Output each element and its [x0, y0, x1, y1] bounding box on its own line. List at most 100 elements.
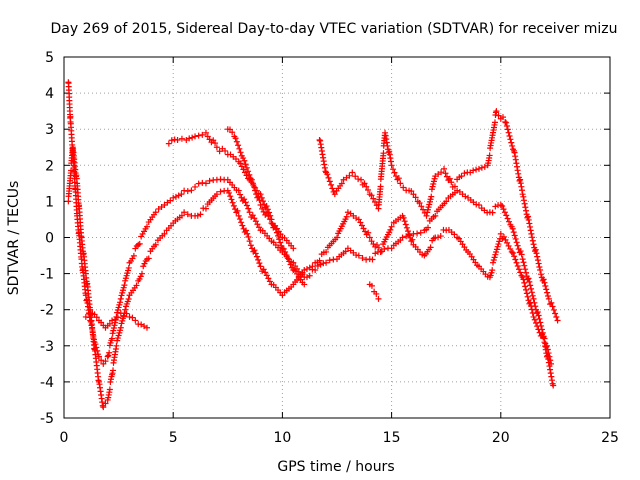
data-point: [236, 216, 243, 223]
data-point: [429, 183, 436, 190]
data-point: [309, 263, 316, 270]
data-point: [235, 212, 242, 219]
data-point: [493, 246, 500, 253]
data-point: [265, 213, 272, 220]
series-trace-7: [366, 281, 382, 302]
data-point: [227, 193, 234, 200]
data-point: [502, 236, 509, 243]
data-point: [426, 201, 433, 208]
data-point: [513, 239, 520, 246]
data-point: [102, 358, 109, 365]
data-point: [508, 139, 515, 146]
data-point: [246, 238, 253, 245]
data-point: [202, 180, 209, 187]
data-point: [373, 290, 380, 297]
data-point: [516, 266, 522, 273]
data-point: [202, 129, 209, 136]
data-point: [136, 240, 143, 247]
data-point: [430, 180, 437, 187]
data-point: [530, 241, 537, 248]
data-point: [253, 253, 260, 260]
data-point: [499, 202, 506, 209]
data-point: [246, 171, 253, 178]
data-point: [508, 248, 515, 255]
data-point: [375, 295, 382, 302]
data-point: [424, 209, 431, 216]
data-point: [143, 223, 150, 230]
data-point: [120, 313, 127, 320]
data-point: [493, 249, 500, 256]
data-point: [529, 237, 536, 244]
y-tick-label: -5: [40, 411, 54, 427]
data-point: [236, 145, 243, 152]
data-point: [251, 247, 258, 254]
data-point: [178, 135, 185, 142]
data-point: [520, 193, 527, 200]
data-point: [140, 263, 147, 270]
axis-ticks: [63, 56, 611, 419]
data-point: [522, 266, 529, 273]
data-point: [514, 163, 521, 170]
data-point: [391, 169, 398, 176]
data-point: [240, 166, 247, 173]
data-point: [252, 250, 259, 257]
data-point: [165, 140, 172, 147]
data-point: [518, 183, 525, 190]
data-point: [525, 213, 532, 220]
data-point: [349, 169, 356, 176]
data-point: [161, 230, 168, 237]
data-point: [491, 254, 498, 261]
data-points: [65, 79, 561, 411]
data-point: [505, 242, 512, 249]
data-point: [377, 248, 384, 255]
data-point: [534, 308, 541, 315]
data-point: [451, 231, 458, 238]
data-point: [495, 241, 502, 248]
data-point: [121, 282, 128, 289]
data-point: [143, 324, 150, 331]
series-trace-3: [82, 309, 150, 331]
data-point: [451, 183, 458, 190]
x-axis-label: GPS time / hours: [277, 459, 394, 475]
data-point: [109, 317, 116, 324]
data-point: [526, 278, 533, 285]
data-point: [244, 230, 251, 237]
data-point: [399, 234, 406, 241]
data-point: [528, 306, 535, 313]
data-point: [540, 276, 547, 283]
data-point: [286, 258, 293, 265]
data-point: [504, 126, 511, 133]
data-point: [492, 251, 499, 258]
data-point: [523, 290, 530, 297]
x-tick-labels: 0 5 10 15 20 25: [60, 430, 619, 446]
data-point: [523, 286, 529, 293]
y-tick-labels: -5 -4 -3 -2 -1 0 1 2 3 4 5: [40, 50, 54, 427]
data-point: [229, 199, 236, 206]
data-point: [230, 202, 237, 209]
data-point: [503, 123, 510, 130]
data-point: [529, 292, 536, 299]
data-point: [242, 161, 249, 168]
data-point: [505, 218, 512, 225]
data-point: [361, 180, 368, 187]
data-point: [428, 193, 435, 200]
data-point: [263, 272, 270, 279]
data-point: [527, 299, 534, 306]
data-point: [276, 236, 283, 243]
data-point: [344, 209, 351, 216]
data-point: [109, 335, 116, 342]
data-point: [186, 135, 193, 142]
data-point: [542, 283, 549, 290]
data-point: [410, 191, 417, 198]
data-point: [408, 188, 415, 195]
data-point: [435, 234, 442, 241]
data-point: [517, 176, 524, 183]
data-point: [241, 169, 248, 176]
data-point: [252, 187, 259, 194]
data-point: [529, 309, 536, 316]
data-point: [387, 226, 394, 233]
data-point: [528, 289, 535, 296]
data-point: [126, 313, 133, 320]
data-point: [489, 209, 496, 216]
